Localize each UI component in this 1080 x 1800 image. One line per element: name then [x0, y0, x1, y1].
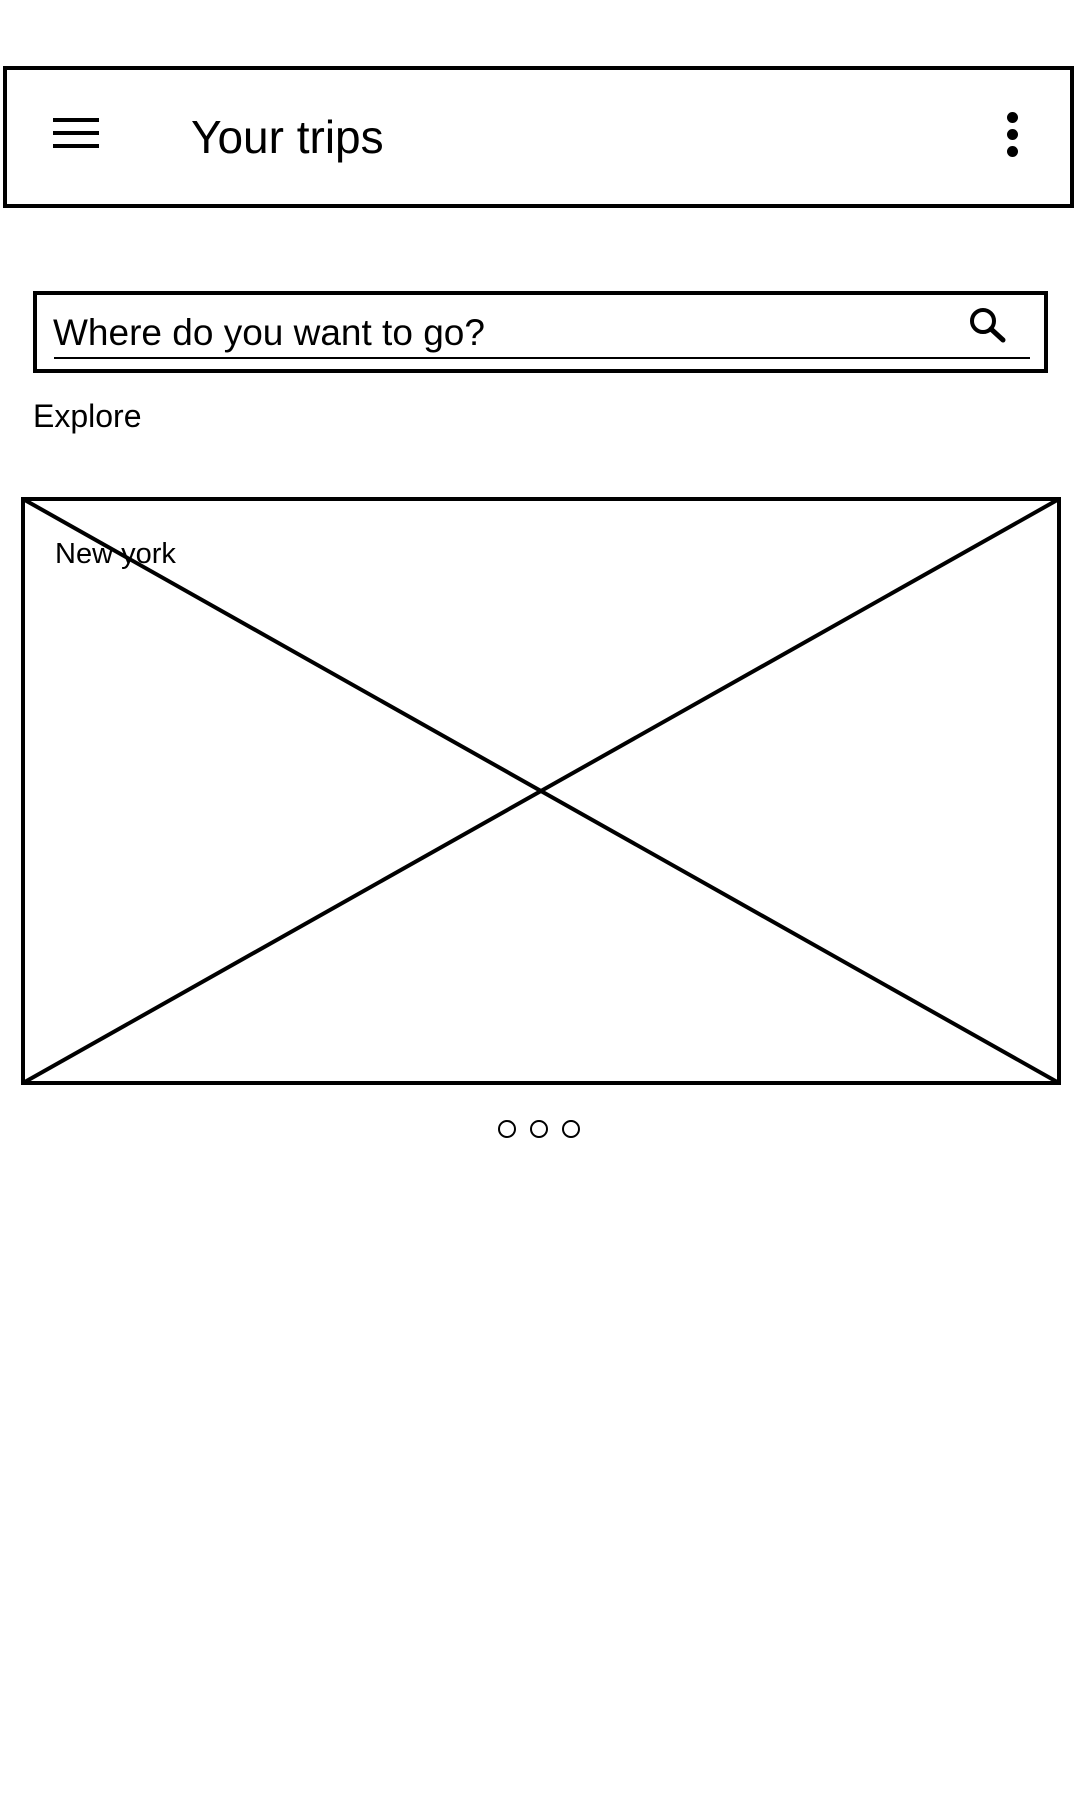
search-icon[interactable]	[967, 305, 1011, 349]
destination-card[interactable]: New york	[21, 497, 1061, 1085]
pager-dot-2[interactable]	[530, 1120, 548, 1138]
menu-button[interactable]	[49, 114, 101, 156]
search-input[interactable]	[53, 309, 953, 357]
search-underline	[54, 357, 1030, 359]
explore-heading: Explore	[33, 398, 142, 434]
pager-dot-3[interactable]	[562, 1120, 580, 1138]
carousel-pager	[498, 1120, 588, 1144]
page-title: Your trips	[191, 111, 384, 163]
image-placeholder	[21, 497, 1061, 1085]
destination-card-label: New york	[55, 538, 176, 570]
search-box	[33, 291, 1048, 373]
pager-dot-1[interactable]	[498, 1120, 516, 1138]
overflow-menu-button[interactable]	[997, 112, 1027, 162]
app-bar: Your trips	[3, 66, 1074, 208]
